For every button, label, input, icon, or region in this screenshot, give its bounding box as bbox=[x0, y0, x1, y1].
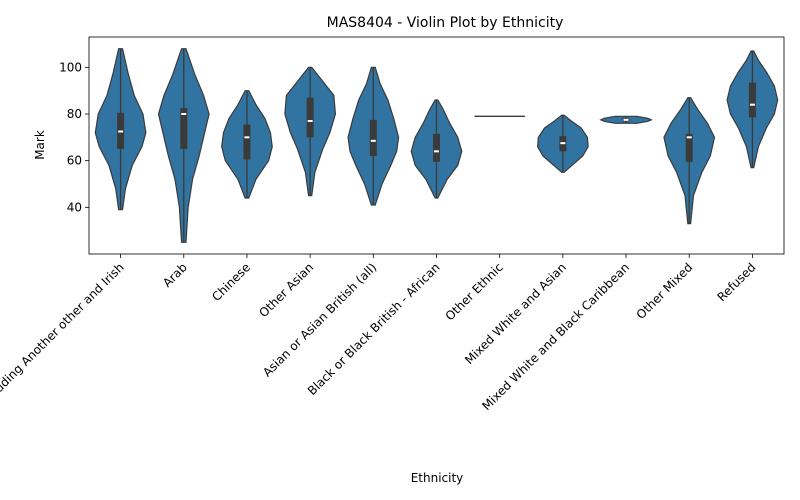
violin-median bbox=[307, 120, 313, 122]
y-tick-label: 40 bbox=[67, 200, 82, 214]
y-axis-title: Mark bbox=[33, 130, 47, 160]
violin-iqr-box bbox=[369, 119, 377, 156]
violin-iqr-box bbox=[685, 133, 693, 162]
violin-median bbox=[623, 118, 629, 121]
violin-median bbox=[181, 113, 187, 115]
violin-group bbox=[536, 114, 589, 173]
chart-title: MAS8404 - Violin Plot by Ethnicity bbox=[327, 15, 564, 31]
y-tick-label: 80 bbox=[67, 107, 82, 121]
y-axis: 40 60 80 100 bbox=[59, 60, 89, 214]
violin-median bbox=[560, 142, 566, 145]
violin-median bbox=[434, 150, 439, 153]
x-axis-title: Ethnicity bbox=[411, 471, 464, 485]
x-tick-label: Black or Black British - African bbox=[305, 260, 443, 398]
x-tick-label: Other Mixed bbox=[634, 260, 696, 322]
violin-iqr-box bbox=[433, 133, 440, 162]
violin-median bbox=[370, 139, 376, 142]
violin-group bbox=[726, 50, 779, 169]
x-tick-label: Asian or Asian British (all) bbox=[260, 260, 379, 379]
x-tick-label: White including Another other and Irish bbox=[0, 260, 127, 437]
violin-group bbox=[663, 97, 716, 225]
x-tick-label: Other Asian bbox=[256, 260, 316, 320]
violin-iqr-box bbox=[748, 82, 756, 118]
violin-group bbox=[410, 99, 463, 199]
violin-group bbox=[157, 48, 210, 243]
violin-iqr-box bbox=[180, 108, 188, 149]
violin-median bbox=[118, 130, 124, 133]
y-tick-label: 100 bbox=[59, 60, 82, 74]
violin-iqr-box bbox=[306, 97, 314, 138]
violin-group bbox=[221, 90, 273, 199]
violin-iqr-box bbox=[243, 124, 251, 160]
x-tick-label: Mixed White and Asian bbox=[462, 260, 569, 367]
plot-area bbox=[94, 48, 779, 243]
x-tick-label: Other Ethnic bbox=[443, 260, 506, 323]
x-tick-label: Chinese bbox=[209, 260, 253, 304]
violin-median bbox=[244, 136, 250, 139]
y-tick-label: 60 bbox=[67, 154, 82, 168]
violin-median bbox=[686, 136, 692, 139]
x-tick-label: Arab bbox=[160, 260, 190, 290]
violin-group bbox=[94, 48, 147, 211]
violin-group bbox=[284, 66, 337, 197]
x-tick-label: Refused bbox=[715, 260, 759, 304]
violin-group bbox=[347, 66, 400, 206]
violin-group bbox=[599, 115, 653, 124]
x-axis: White including Another other and Irish A… bbox=[0, 254, 759, 437]
violin-median bbox=[749, 103, 755, 106]
